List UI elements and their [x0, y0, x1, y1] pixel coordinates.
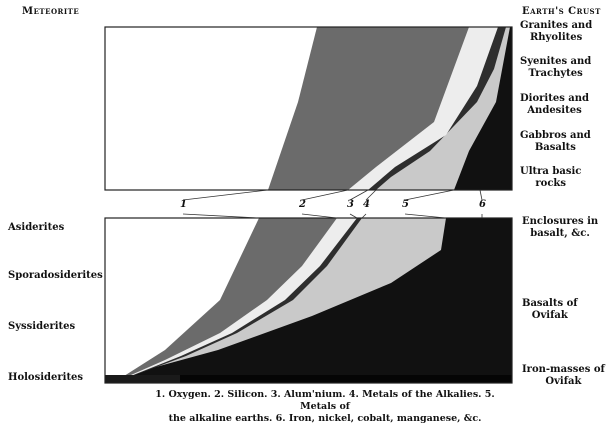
top-region-1	[105, 27, 317, 190]
bottom-panel-frame	[104, 217, 513, 384]
element-number-4: 4	[363, 199, 370, 210]
element-number-1: 1	[180, 199, 187, 210]
leader-line-bottom-2	[301, 213, 338, 219]
bottom-region-1	[105, 218, 259, 383]
leader-line-bottom-1	[182, 213, 260, 219]
leader-line-top-6	[479, 189, 483, 201]
bottom-iron-band	[105, 375, 512, 383]
leader-line-top-3	[349, 189, 369, 201]
crust-label-gabbros: Gabbros and Basalts	[520, 130, 591, 153]
element-number-2: 2	[299, 199, 306, 210]
crust-label-syenites: Syenites and Trachytes	[520, 56, 592, 79]
leader-line-bottom-4	[361, 213, 367, 219]
caption: 1. Oxygen. 2. Silicon. 3. Alum'nium. 4. …	[155, 389, 495, 424]
label-syssiderites: Syssiderites	[8, 321, 76, 332]
element-number-5: 5	[402, 199, 409, 210]
leader-line-bottom-3	[349, 213, 358, 219]
label-enclosures: Enclosures in basalt, &c.	[522, 216, 599, 239]
label-holosiderites: Holosiderites	[8, 372, 84, 383]
heading-earths-crust: Earth's Crust	[522, 6, 601, 17]
element-number-6: 6	[479, 199, 486, 210]
heading-meteorite: Meteorite	[22, 6, 80, 17]
crust-label-ultrabasic: Ultra basic rocks	[520, 166, 582, 189]
bottom-iron-band-left	[105, 375, 180, 383]
leader-line-top-2	[301, 189, 349, 201]
label-basalts-ovifak: Basalts of Ovifak	[522, 298, 578, 321]
leader-line-top-4	[365, 189, 377, 201]
leader-line-top-1	[182, 189, 269, 201]
crust-label-granites: Granites and Rhyolites	[520, 20, 593, 43]
leader-line-top-5	[404, 189, 455, 201]
label-iron-masses: Iron-masses of Ovifak	[522, 364, 605, 387]
crust-label-diorites: Diorites and Andesites	[520, 93, 590, 116]
leader-line-bottom-5	[404, 213, 447, 219]
top-panel-frame	[104, 26, 513, 191]
label-sporadosiderites: Sporadosiderites	[8, 270, 103, 281]
label-asiderites: Asiderites	[8, 222, 65, 233]
element-number-3: 3	[347, 199, 354, 210]
